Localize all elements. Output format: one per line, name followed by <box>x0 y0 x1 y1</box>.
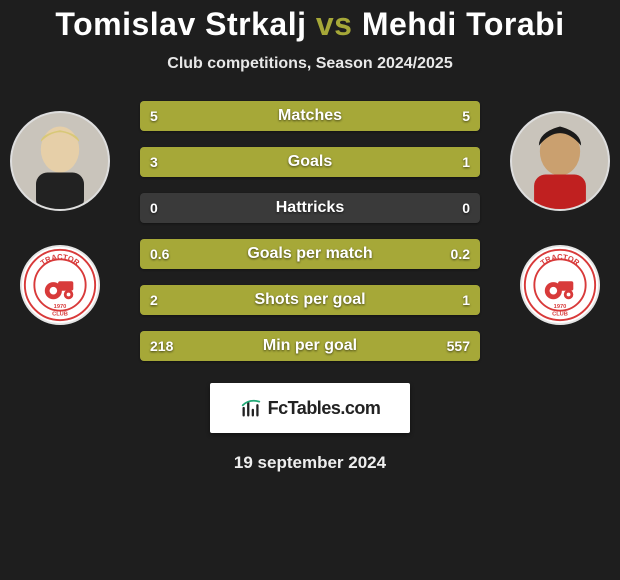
player2-name: Mehdi Torabi <box>362 6 565 42</box>
stat-bar-fill-right <box>235 331 480 361</box>
stat-bar-fill-right <box>395 239 480 269</box>
branding-logo-icon <box>240 397 262 419</box>
svg-text:1970: 1970 <box>554 304 567 310</box>
stat-row: 218557Min per goal <box>140 331 480 361</box>
stat-bar-fill-left <box>140 239 395 269</box>
comparison-main: TRACTOR CLUB 1970 TRACTOR CLUB 1970 <box>0 101 620 361</box>
stat-bar-fill-right <box>395 147 480 177</box>
stat-row: 21Shots per goal <box>140 285 480 315</box>
svg-text:CLUB: CLUB <box>552 311 568 317</box>
player1-club-badge: TRACTOR CLUB 1970 <box>20 245 100 325</box>
subtitle: Club competitions, Season 2024/2025 <box>0 55 620 73</box>
stat-bar-bg <box>140 193 480 223</box>
stat-bar-fill-right <box>368 285 480 315</box>
vs-separator: vs <box>316 6 353 42</box>
player1-name: Tomislav Strkalj <box>55 6 306 42</box>
stat-bar-fill-left <box>140 101 310 131</box>
player1-avatar <box>10 111 110 211</box>
player2-avatar <box>510 111 610 211</box>
stat-row: 55Matches <box>140 101 480 131</box>
stat-bar-fill-right <box>310 101 480 131</box>
stat-bar-fill-left <box>140 285 368 315</box>
stat-bar-fill-left <box>140 147 395 177</box>
stat-bar-fill-left <box>140 331 235 361</box>
svg-text:1970: 1970 <box>54 304 67 310</box>
stat-row: 00Hattricks <box>140 193 480 223</box>
stat-row: 31Goals <box>140 147 480 177</box>
player2-club-badge: TRACTOR CLUB 1970 <box>520 245 600 325</box>
branding-card: FcTables.com <box>210 383 410 433</box>
branding-text: FcTables.com <box>268 398 381 419</box>
stats-bars: 55Matches 31Goals 00Hattricks 0.60.2Goals p… <box>140 101 480 361</box>
date-text: 19 september 2024 <box>0 453 620 473</box>
comparison-title: Tomislav Strkalj vs Mehdi Torabi <box>0 0 620 43</box>
svg-text:CLUB: CLUB <box>52 311 68 317</box>
stat-row: 0.60.2Goals per match <box>140 239 480 269</box>
